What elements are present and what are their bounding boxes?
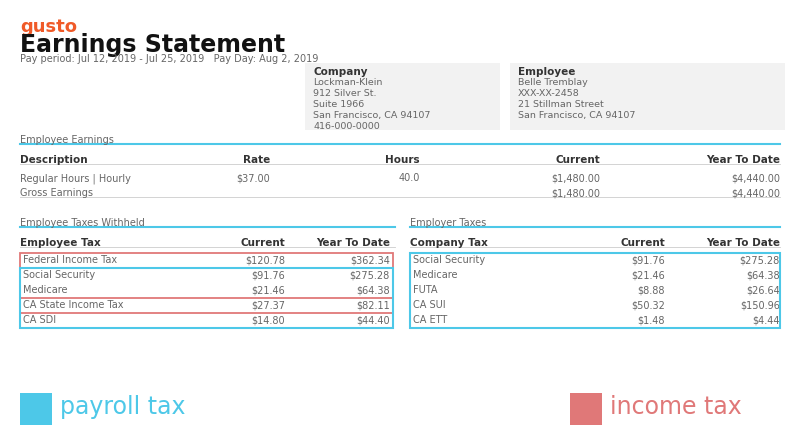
Text: FUTA: FUTA [413,285,438,295]
Text: Pay period: Jul 12, 2019 - Jul 25, 2019   Pay Day: Aug 2, 2019: Pay period: Jul 12, 2019 - Jul 25, 2019 … [20,54,318,64]
Text: $1.48: $1.48 [638,315,665,325]
Text: $4,440.00: $4,440.00 [731,173,780,183]
Text: Gross Earnings: Gross Earnings [20,188,93,198]
Text: income tax: income tax [610,395,742,419]
Text: 40.0: 40.0 [398,173,420,183]
Text: Lockman-Klein: Lockman-Klein [313,78,382,87]
Bar [20,268,393,328]
Text: $27.37: $27.37 [251,300,285,310]
Text: $8.88: $8.88 [638,285,665,295]
Text: Hours: Hours [386,155,420,165]
Text: Rate: Rate [242,155,270,165]
Text: Federal Income Tax: Federal Income Tax [23,255,117,265]
Text: 912 Silver St.: 912 Silver St. [313,89,377,98]
Text: Year To Date: Year To Date [316,238,390,248]
Bar [305,63,500,130]
Text: Current: Current [555,155,600,165]
Text: $91.76: $91.76 [251,270,285,280]
Text: Social Security: Social Security [413,255,485,265]
Text: Belle Tremblay: Belle Tremblay [518,78,588,87]
Text: $14.80: $14.80 [251,315,285,325]
Bar [570,393,602,425]
Text: Year To Date: Year To Date [706,238,780,248]
Text: Year To Date: Year To Date [706,155,780,165]
Text: gusto: gusto [20,18,77,36]
Bar [20,298,393,313]
Text: 416-000-0000: 416-000-0000 [313,122,380,131]
Text: $1,480.00: $1,480.00 [551,173,600,183]
Bar [20,253,393,268]
Text: $82.11: $82.11 [356,300,390,310]
Text: Employer Taxes: Employer Taxes [410,218,486,228]
Text: $21.46: $21.46 [631,270,665,280]
Bar [410,253,780,328]
Text: Medicare: Medicare [413,270,458,280]
Text: Company Tax: Company Tax [410,238,488,248]
Text: $1,480.00: $1,480.00 [551,188,600,198]
Text: $4,440.00: $4,440.00 [731,188,780,198]
Text: Employee Taxes Withheld: Employee Taxes Withheld [20,218,145,228]
Text: Social Security: Social Security [23,270,95,280]
Text: Current: Current [240,238,285,248]
Text: $21.46: $21.46 [251,285,285,295]
Text: $37.00: $37.00 [236,173,270,183]
Text: Current: Current [620,238,665,248]
Text: $50.32: $50.32 [631,300,665,310]
Text: $275.28: $275.28 [350,270,390,280]
Text: $64.38: $64.38 [746,270,780,280]
Text: $26.64: $26.64 [746,285,780,295]
Text: CA SDI: CA SDI [23,315,56,325]
Text: Suite 1966: Suite 1966 [313,100,364,109]
Bar [20,393,52,425]
Text: $4.44: $4.44 [753,315,780,325]
Text: Employee Tax: Employee Tax [20,238,101,248]
Text: San Francisco, CA 94107: San Francisco, CA 94107 [313,111,430,120]
Text: 21 Stillman Street: 21 Stillman Street [518,100,604,109]
Text: $120.78: $120.78 [245,255,285,265]
Text: Employee Earnings: Employee Earnings [20,135,114,145]
Text: XXX-XX-2458: XXX-XX-2458 [518,89,580,98]
Text: $64.38: $64.38 [356,285,390,295]
Text: San Francisco, CA 94107: San Francisco, CA 94107 [518,111,635,120]
Text: $91.76: $91.76 [631,255,665,265]
Text: CA ETT: CA ETT [413,315,447,325]
Text: payroll tax: payroll tax [60,395,186,419]
Text: $362.34: $362.34 [350,255,390,265]
Text: Regular Hours | Hourly: Regular Hours | Hourly [20,173,131,184]
Text: $275.28: $275.28 [740,255,780,265]
Text: Company: Company [313,67,367,77]
Text: $150.96: $150.96 [740,300,780,310]
Text: $44.40: $44.40 [356,315,390,325]
Bar [510,63,785,130]
Text: CA State Income Tax: CA State Income Tax [23,300,123,310]
Text: Employee: Employee [518,67,575,77]
Text: CA SUI: CA SUI [413,300,446,310]
Text: Medicare: Medicare [23,285,67,295]
Text: Description: Description [20,155,88,165]
Text: Earnings Statement: Earnings Statement [20,33,285,57]
